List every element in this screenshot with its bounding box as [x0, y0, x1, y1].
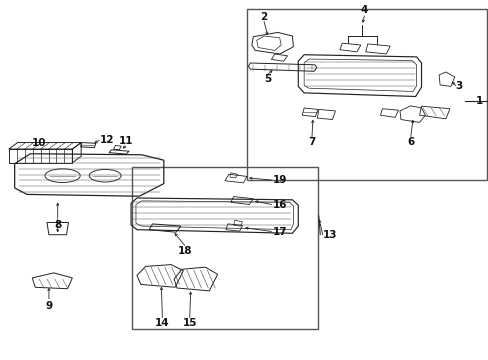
Text: 11: 11	[118, 136, 133, 146]
Text: 10: 10	[32, 138, 46, 148]
Bar	[132, 167, 317, 329]
Text: 3: 3	[455, 81, 462, 91]
Text: 13: 13	[322, 230, 337, 240]
Text: 19: 19	[272, 175, 286, 185]
Text: 14: 14	[155, 318, 169, 328]
Text: 8: 8	[54, 220, 61, 230]
Text: 4: 4	[360, 5, 367, 15]
Text: 1: 1	[475, 96, 482, 106]
Text: 2: 2	[260, 12, 267, 22]
Text: 6: 6	[407, 137, 413, 147]
Text: 15: 15	[182, 318, 197, 328]
Bar	[246, 9, 486, 180]
Text: 7: 7	[307, 137, 315, 147]
Text: 18: 18	[177, 246, 192, 256]
Text: 12: 12	[100, 135, 115, 145]
Text: 9: 9	[45, 301, 52, 311]
Text: 17: 17	[272, 227, 287, 237]
Text: 5: 5	[264, 74, 271, 84]
Text: 16: 16	[272, 200, 287, 210]
